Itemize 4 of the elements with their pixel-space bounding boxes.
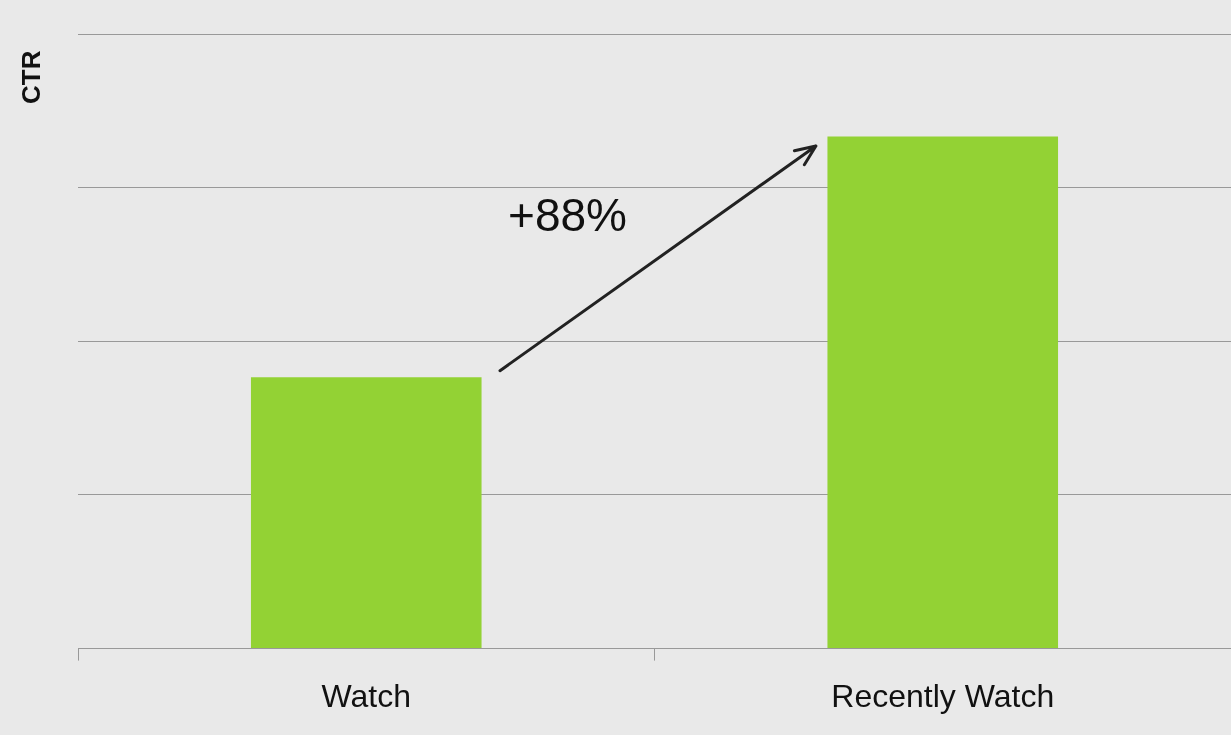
- x-tick-label: Recently Watch: [831, 677, 1055, 714]
- y-axis-title: CTR: [16, 50, 47, 104]
- x-tick-label: Watch: [321, 677, 411, 714]
- annotation: +88%: [508, 189, 627, 242]
